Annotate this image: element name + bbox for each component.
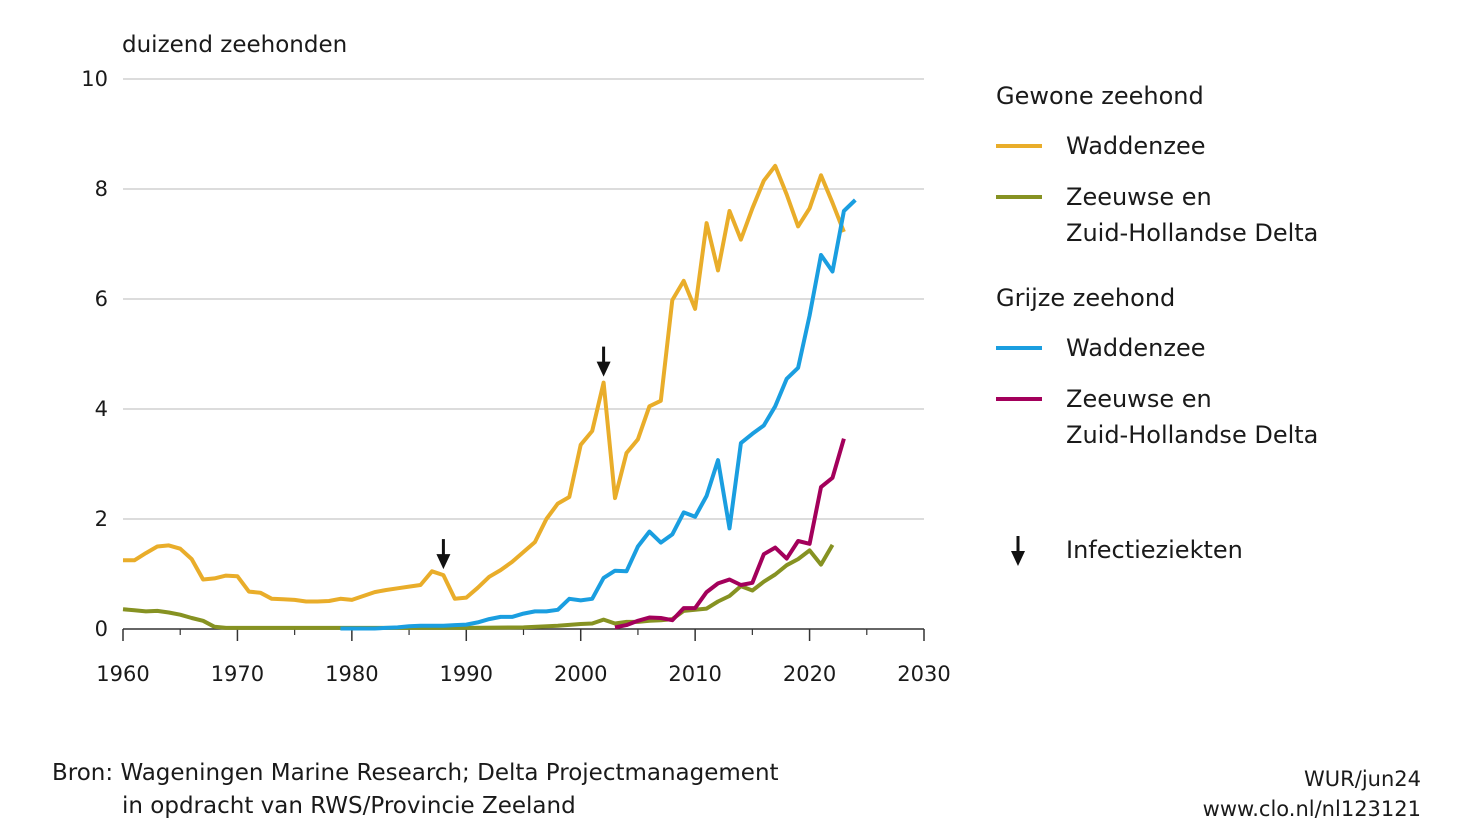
legend-annotation-label: Infectieziekten bbox=[1066, 536, 1243, 564]
legend-group-title: Gewone zeehond bbox=[996, 82, 1204, 110]
gridlines bbox=[123, 78, 924, 520]
x-tick-label: 1970 bbox=[211, 662, 264, 686]
legend-entry-label: Waddenzee bbox=[1066, 334, 1205, 362]
x-tick-label: 1960 bbox=[96, 662, 149, 686]
series-lines bbox=[122, 163, 857, 631]
y-tick-label: 0 bbox=[95, 617, 108, 641]
legend-arrow-icon bbox=[1011, 536, 1025, 566]
y-tick-label: 2 bbox=[95, 507, 108, 531]
source-note: Bron: Wageningen Marine Research; Delta … bbox=[52, 757, 779, 823]
credit: WUR/jun24 www.clo.nl/nl123121 bbox=[1203, 764, 1421, 824]
series-line-3 bbox=[614, 438, 846, 630]
credit-line-2: www.clo.nl/nl123121 bbox=[1202, 797, 1421, 821]
x-tick-label: 2030 bbox=[897, 662, 950, 686]
series-line-1 bbox=[122, 543, 835, 630]
legend-entry-label: Zeeuwse en bbox=[1066, 385, 1212, 413]
y-tick-label: 6 bbox=[95, 287, 108, 311]
y-axis-label: duizend zeehonden bbox=[122, 32, 347, 58]
x-tick-label: 1980 bbox=[325, 662, 378, 686]
source-line-1: Bron: Wageningen Marine Research; Delta … bbox=[52, 760, 779, 786]
infection-arrow-1 bbox=[596, 346, 611, 377]
series-line-0 bbox=[123, 163, 846, 604]
x-tick-label: 2000 bbox=[554, 662, 607, 686]
x-tick-label: 1990 bbox=[440, 662, 493, 686]
infection-arrows bbox=[436, 346, 611, 570]
axes: 0 2 4 6 8 10 1960 1970 1980 1990 2000 2010 2020 2030 bbox=[81, 67, 950, 686]
y-tick-label: 8 bbox=[95, 177, 108, 201]
x-tick-label: 2020 bbox=[783, 662, 836, 686]
source-line-2: in opdracht van RWS/Provincie Zeeland bbox=[122, 793, 576, 819]
legend-entry-label: Zuid-Hollandse Delta bbox=[1066, 421, 1318, 449]
y-tick-label: 10 bbox=[81, 67, 108, 91]
y-tick-label: 4 bbox=[95, 397, 108, 421]
legend-entry-label: Zuid-Hollandse Delta bbox=[1066, 219, 1318, 247]
series-line-2 bbox=[340, 198, 857, 631]
credit-line-1: WUR/jun24 bbox=[1304, 767, 1421, 791]
infection-arrow-0 bbox=[436, 539, 451, 570]
legend: Gewone zeehond Waddenzee Zeeuwse en Zuid-Ho… bbox=[996, 82, 1318, 566]
legend-entry-label: Zeeuwse en bbox=[1066, 183, 1212, 211]
legend-group-title: Grijze zeehond bbox=[996, 284, 1175, 312]
seal-population-chart: duizend zeehonden 0 2 4 6 8 10 1960 1970 1980 199… bbox=[81, 32, 1318, 686]
legend-entry-label: Waddenzee bbox=[1066, 132, 1205, 160]
x-tick-label: 2010 bbox=[668, 662, 721, 686]
